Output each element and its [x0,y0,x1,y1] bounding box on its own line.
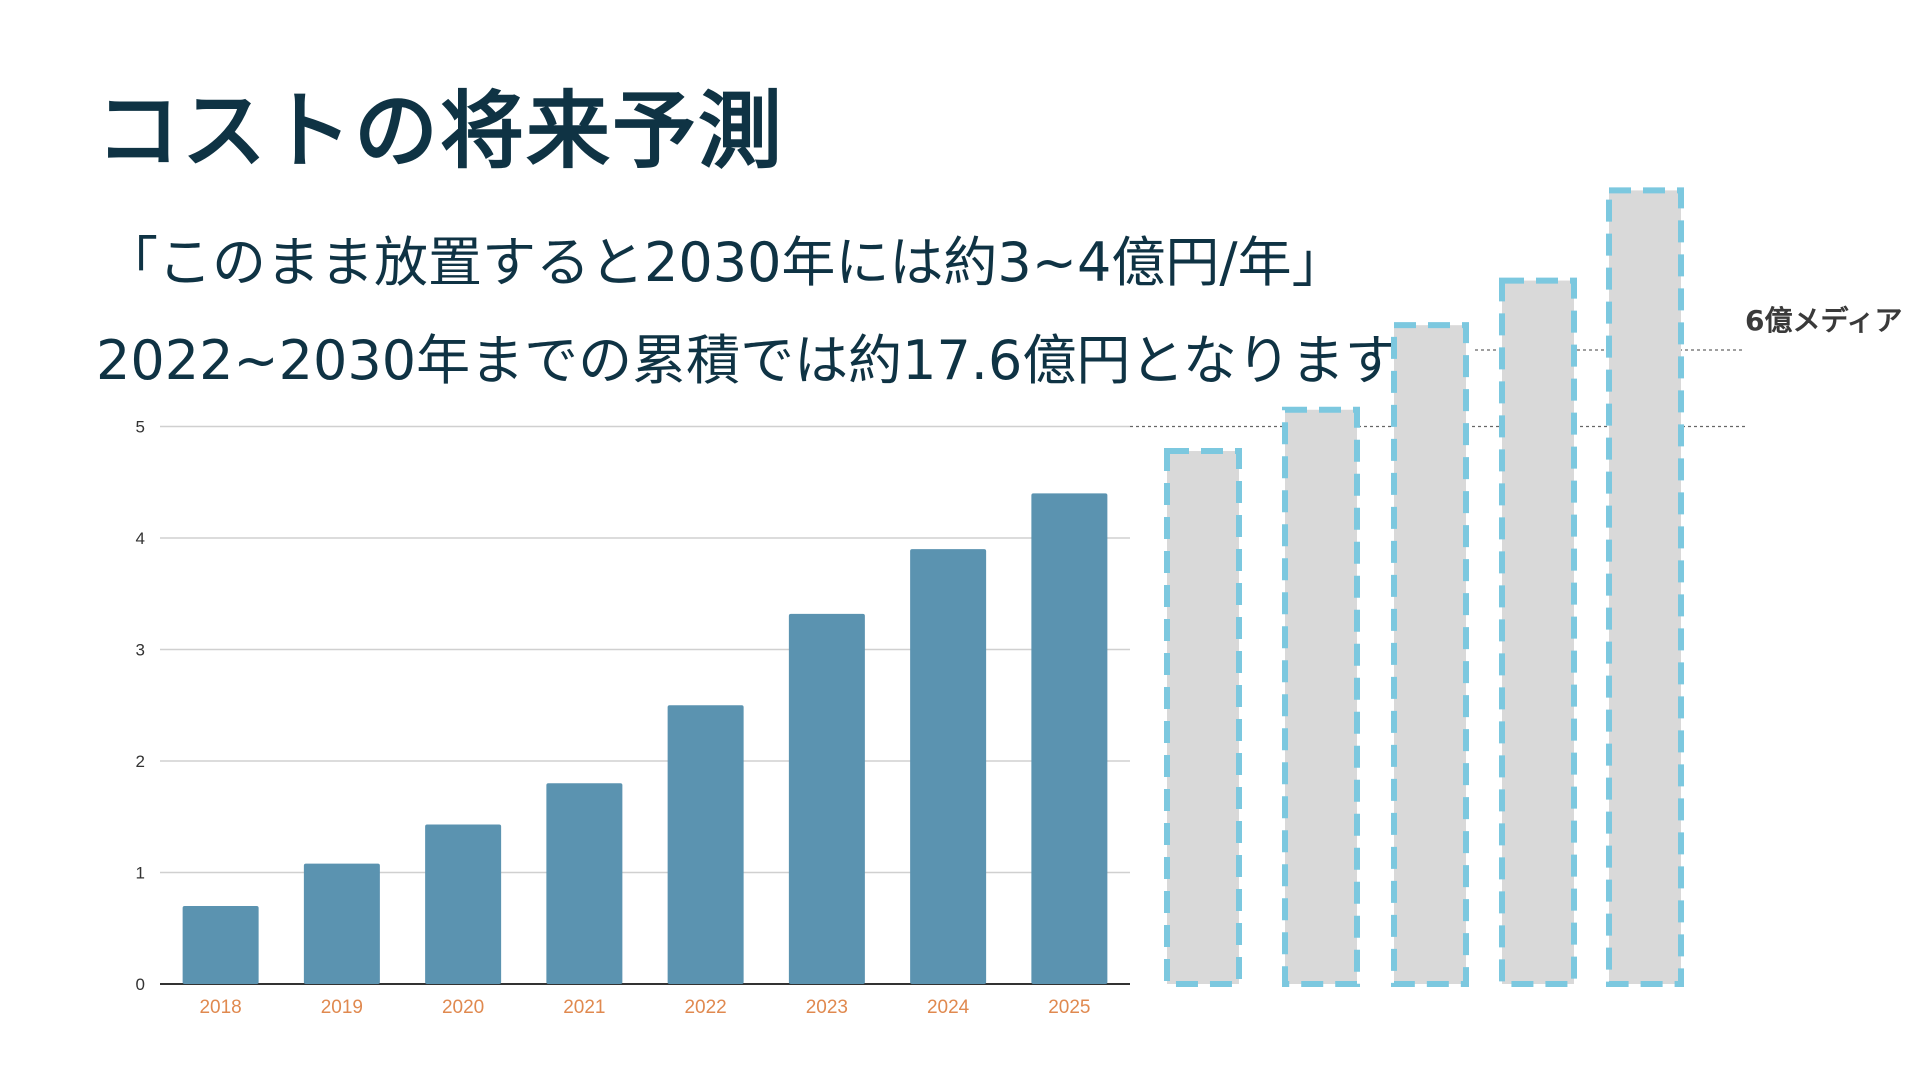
y-tick-label: 0 [136,975,145,994]
x-tick-label: 2024 [927,997,970,1018]
projection-bar-3 [1391,322,1469,987]
x-tick-label: 2021 [563,997,605,1018]
bar-2018 [182,905,259,984]
x-tick-label: 2020 [442,997,484,1018]
y-tick-label: 1 [136,864,145,883]
bar-2020 [425,824,502,984]
subtitle-line-2: 2022~2030年までの累積では約17.6億円となります [96,329,1399,392]
x-tick-label: 2025 [1048,997,1090,1018]
y-tick-label: 3 [136,641,145,660]
y-tick-label: 2 [136,752,145,771]
x-tick-label: 2022 [684,997,726,1018]
y-tick-label: 4 [136,529,145,548]
y-tick-label: 5 [136,418,145,437]
page-title: コストの将来予測 [96,82,785,180]
reference-annotation: 6億メディア [1745,304,1903,337]
x-tick-label: 2018 [199,997,241,1018]
x-tick-label: 2019 [321,997,363,1018]
projection-bar-5 [1606,187,1684,987]
x-tick-label: 2023 [806,997,848,1018]
bar-2024 [910,549,987,984]
projection-bar-1 [1164,448,1242,987]
bar-2023 [788,613,865,984]
bar-2022 [667,705,744,984]
bar-2019 [303,863,380,984]
projection-bar-2 [1282,406,1360,987]
bar-2025 [1031,493,1108,984]
projection-bar-4 [1499,277,1577,987]
bar-2021 [546,783,623,984]
subtitle-line-1: 「このまま放置すると2030年には約3~4億円/年」 [104,231,1346,294]
